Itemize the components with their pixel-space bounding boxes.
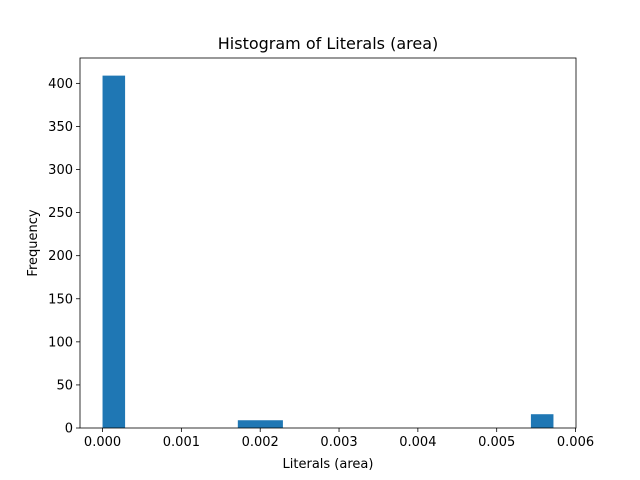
x-tick-label: 0.002 xyxy=(242,435,279,450)
x-tick-label: 0.001 xyxy=(163,435,200,450)
y-tick-label: 50 xyxy=(56,378,73,393)
y-tick-label: 250 xyxy=(48,206,73,221)
y-axis-label: Frequency xyxy=(26,209,41,276)
x-axis-ticks: 0.000 0.001 0.002 0.003 0.004 0.005 0.006 xyxy=(84,428,594,450)
plot-frame xyxy=(79,57,577,429)
y-tick-label: 0 xyxy=(65,422,73,437)
x-tick-label: 0.000 xyxy=(84,435,121,450)
y-tick-label: 150 xyxy=(48,292,73,307)
y-axis-ticks: 0 50 100 150 200 250 300 350 400 xyxy=(48,77,80,437)
y-tick-label: 400 xyxy=(48,77,73,92)
x-axis-label: Literals (area) xyxy=(283,457,374,472)
y-tick-label: 100 xyxy=(48,335,73,350)
x-tick-label: 0.005 xyxy=(478,435,515,450)
y-tick-label: 200 xyxy=(48,249,73,264)
histogram-bar-2 xyxy=(530,414,554,428)
x-tick-label: 0.006 xyxy=(557,435,594,450)
x-tick-label: 0.004 xyxy=(399,435,436,450)
histogram-bar-1 xyxy=(237,420,283,428)
histogram-bars xyxy=(102,75,554,428)
y-tick-label: 300 xyxy=(48,163,73,178)
y-tick-label: 350 xyxy=(48,120,73,135)
histogram-bar-0 xyxy=(102,75,126,428)
x-tick-label: 0.003 xyxy=(320,435,357,450)
chart-title: Histogram of Literals (area) xyxy=(218,34,438,53)
